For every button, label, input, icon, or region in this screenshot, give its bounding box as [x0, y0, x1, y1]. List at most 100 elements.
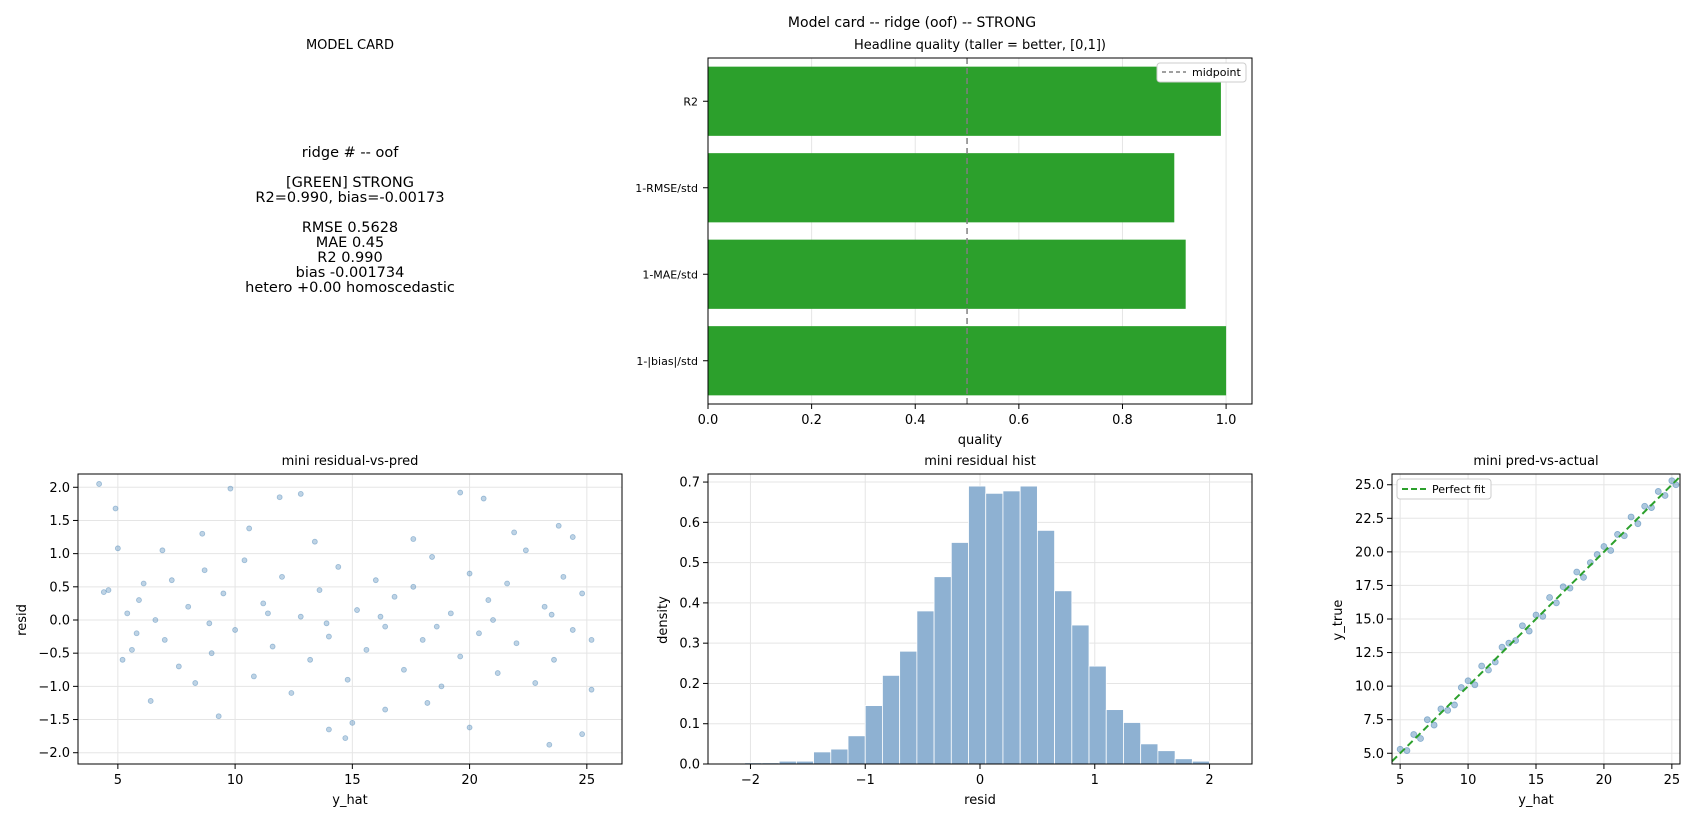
hist-y-axis-label: density — [656, 596, 671, 644]
scatter-point — [168, 577, 175, 584]
scatter-point — [175, 663, 182, 670]
y-tick-label: 0.5 — [679, 556, 700, 571]
scatter-point — [241, 557, 248, 564]
x-tick-label: 20 — [1596, 773, 1613, 788]
scatter-point — [1627, 513, 1635, 521]
scatter-point — [269, 643, 276, 650]
scatter-point — [548, 611, 555, 618]
hist-bar — [1054, 590, 1073, 765]
hist-bar — [1071, 624, 1090, 765]
scatter-point — [349, 719, 356, 726]
x-tick-label: 0.8 — [1112, 413, 1133, 428]
model-card-line: ridge # -- oof — [302, 145, 400, 161]
y-tick-label: 0.1 — [679, 717, 700, 732]
scatter-point — [410, 536, 417, 542]
y-tick-label: 22.5 — [1355, 512, 1384, 527]
scatter-point — [513, 640, 520, 647]
scatter-point — [391, 593, 398, 600]
hist-bar — [830, 748, 849, 765]
residual-points — [96, 481, 595, 748]
scatter-point — [377, 613, 384, 620]
x-tick-label: 20 — [461, 773, 478, 788]
scatter-point — [1661, 492, 1669, 499]
y-tick-label: R2 — [683, 95, 698, 108]
scatter-point — [161, 637, 168, 643]
model-card-heading: MODEL CARD — [306, 38, 394, 53]
residual-vs-pred-title: mini residual-vs-pred — [282, 454, 419, 469]
scatter-point — [1519, 622, 1526, 630]
scatter-point — [147, 698, 154, 704]
x-tick-label: 1.0 — [1216, 413, 1237, 428]
hist-bar — [950, 542, 969, 765]
pva-legend: Perfect fit — [1396, 478, 1492, 500]
pva-legend-box — [1396, 478, 1492, 500]
scatter-point — [1580, 573, 1587, 581]
scatter-point — [297, 491, 304, 497]
y-tick-label: 25.0 — [1355, 478, 1384, 493]
scatter-point — [220, 590, 227, 597]
pva-points — [1396, 477, 1680, 754]
y-tick-label: 0.0 — [49, 613, 70, 628]
scatter-point — [96, 481, 103, 487]
y-tick-label: 10.0 — [1355, 680, 1384, 695]
hist-bar — [847, 735, 866, 765]
y-tick-label: 2.0 — [49, 481, 70, 496]
scatter-point — [490, 617, 496, 623]
figure-title: Model card -- ridge (oof) -- STRONG — [788, 15, 1036, 31]
scatter-point — [588, 686, 595, 693]
scatter-point — [1654, 488, 1662, 495]
scatter-point — [185, 603, 192, 610]
scatter-point — [546, 741, 553, 748]
scatter-point — [1532, 611, 1540, 619]
model-card-panel: MODEL CARD ridge # -- oof [GREEN] STRONGR… — [245, 38, 455, 296]
hist-bar — [864, 705, 883, 765]
pred-vs-actual-chart: mini pred-vs-actual 5 10 15 20 25 5.0 7.5 10.0… — [1331, 454, 1681, 808]
scatter-point — [1471, 681, 1479, 689]
scatter-point — [100, 589, 107, 596]
y-tick-label: 1.5 — [49, 514, 70, 529]
y-tick-label: 0.7 — [679, 476, 700, 491]
hist-bars — [744, 485, 1210, 765]
scatter-point — [325, 633, 332, 640]
x-tick-label: 15 — [1528, 773, 1545, 788]
scatter-point — [344, 676, 351, 683]
scatter-point — [129, 646, 135, 653]
y-tick-label: −0.5 — [38, 647, 70, 662]
y-tick-label: 0.0 — [679, 758, 700, 773]
scatter-point — [551, 656, 557, 663]
scatter-point — [579, 731, 586, 738]
y-tick-label: 0.2 — [679, 677, 700, 692]
scatter-point — [363, 646, 370, 653]
hist-bar — [813, 751, 832, 765]
x-tick-label: 0.6 — [1009, 413, 1030, 428]
scatter-point — [206, 620, 213, 627]
scatter-point — [105, 587, 112, 594]
scatter-point — [354, 607, 360, 613]
scatter-point — [159, 547, 166, 554]
hist-bar — [933, 576, 952, 765]
hist-bar — [1088, 665, 1107, 765]
scatter-point — [232, 627, 239, 633]
scatter-point — [511, 529, 518, 536]
pred-vs-actual-title: mini pred-vs-actual — [1473, 454, 1598, 469]
scatter-point — [1498, 643, 1506, 651]
scatter-point — [1573, 568, 1581, 576]
y-tick-label: 1-|bias|/std — [636, 355, 698, 368]
pva-y-ticks: 5.0 7.5 10.0 12.5 15.0 17.5 20.0 22.5 25.0 — [1355, 478, 1392, 762]
scatter-point — [447, 610, 454, 617]
scatter-point — [112, 505, 119, 512]
scatter-point — [1607, 547, 1615, 554]
scatter-point — [1546, 594, 1553, 601]
scatter-point — [124, 610, 131, 617]
x-tick-label: 15 — [344, 773, 361, 788]
model-card-line: MAE 0.45 — [316, 235, 385, 251]
scatter-point — [325, 726, 332, 733]
quality-bar — [708, 239, 1186, 309]
scatter-point — [504, 580, 511, 587]
model-card-line: R2=0.990, bias=-0.00173 — [255, 190, 444, 206]
scatter-point — [114, 545, 121, 552]
model-card-line: [GREEN] STRONG — [286, 175, 414, 191]
scatter-point — [522, 547, 529, 554]
quality-x-axis-label: quality — [958, 433, 1003, 448]
scatter-point — [323, 620, 330, 627]
